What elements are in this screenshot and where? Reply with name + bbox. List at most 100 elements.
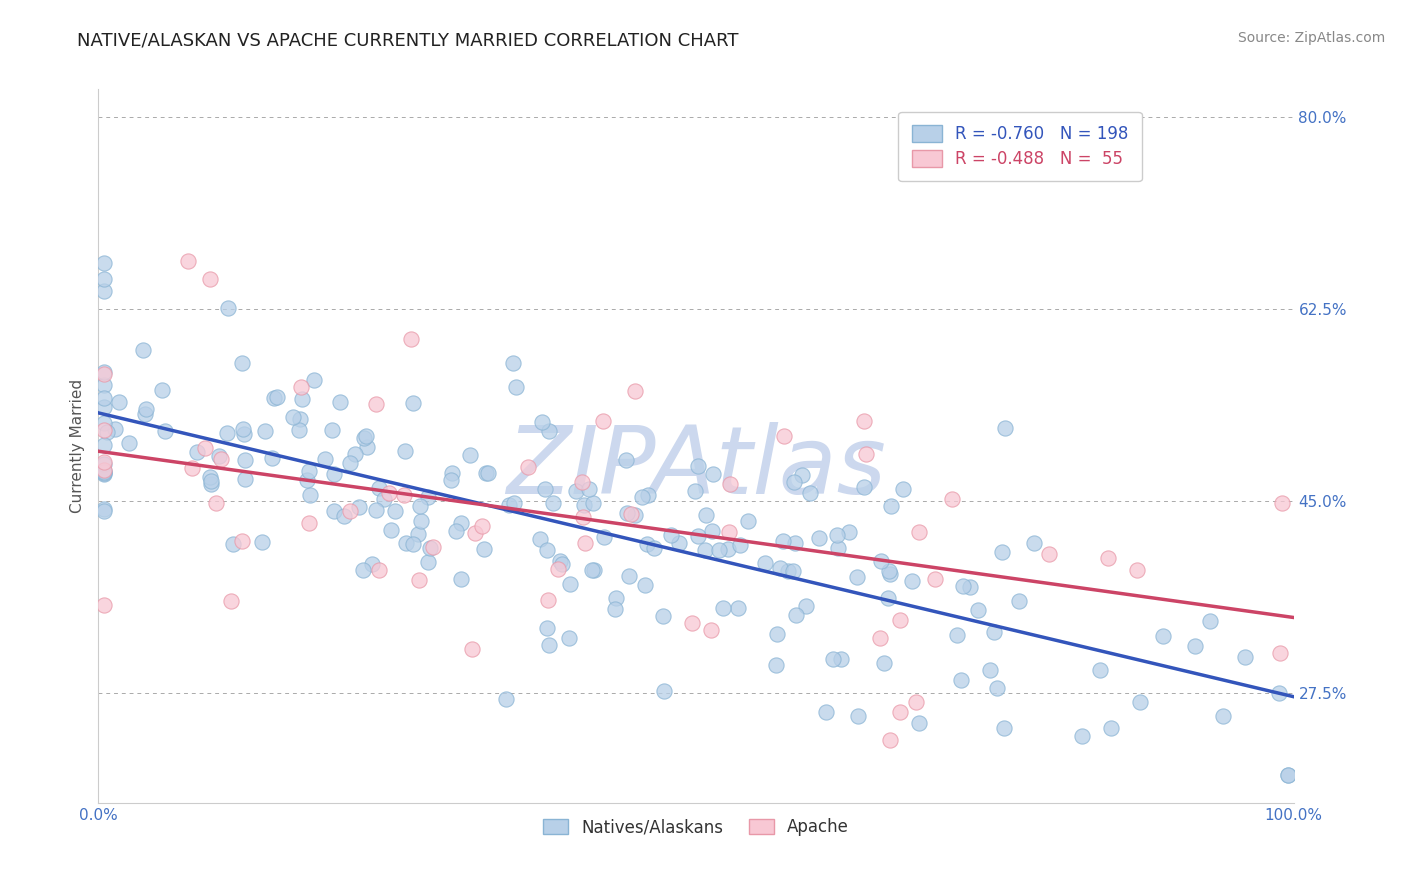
Point [354, 429, 377, 443]
Point [416, 491, 439, 505]
Point [352, 563, 374, 577]
Point [941, 492, 963, 507]
Point [250, 534, 273, 549]
Point [93, 503, 115, 517]
Point [994, 420, 1017, 434]
Point [339, 504, 361, 518]
Point [93, 256, 115, 270]
Point [93, 284, 115, 298]
Point [617, 569, 640, 583]
Point [1199, 615, 1222, 629]
Point [614, 453, 637, 467]
Point [132, 343, 155, 358]
Point [572, 499, 595, 513]
Point [582, 496, 605, 510]
Point [380, 523, 402, 537]
Point [536, 621, 558, 635]
Point [776, 564, 799, 578]
Point [392, 488, 415, 502]
Point [1129, 695, 1152, 709]
Point [177, 254, 200, 268]
Point [339, 456, 361, 470]
Point [93, 467, 115, 481]
Point [302, 373, 325, 387]
Point [946, 628, 969, 642]
Point [702, 467, 724, 482]
Point [889, 613, 911, 627]
Point [209, 452, 232, 467]
Point [709, 542, 731, 557]
Point [876, 591, 898, 605]
Point [233, 472, 256, 486]
Point [364, 502, 387, 516]
Point [686, 458, 709, 473]
Point [180, 460, 202, 475]
Point [231, 356, 253, 370]
Point [93, 438, 115, 452]
Point [529, 532, 551, 546]
Point [533, 483, 555, 497]
Point [495, 691, 517, 706]
Point [93, 416, 115, 430]
Point [1271, 496, 1294, 510]
Point [290, 411, 312, 425]
Point [361, 558, 384, 572]
Point [505, 380, 527, 394]
Point [409, 499, 432, 513]
Point [96, 425, 118, 439]
Point [260, 451, 283, 466]
Point [852, 480, 875, 494]
Point [440, 473, 463, 487]
Point [450, 516, 472, 531]
Point [93, 467, 115, 481]
Point [872, 656, 894, 670]
Point [659, 527, 682, 541]
Point [668, 536, 690, 550]
Point [373, 491, 395, 506]
Point [298, 465, 321, 479]
Point [605, 591, 627, 605]
Point [93, 377, 115, 392]
Point [233, 426, 256, 441]
Point [799, 486, 821, 500]
Point [785, 607, 807, 622]
Point [450, 572, 472, 586]
Point [200, 469, 222, 483]
Point [904, 695, 927, 709]
Point [93, 502, 115, 516]
Point [253, 424, 276, 438]
Point [323, 504, 346, 518]
Point [1267, 686, 1289, 700]
Point [150, 383, 173, 397]
Point [782, 565, 804, 579]
Point [384, 504, 406, 518]
Point [681, 616, 703, 631]
Point [205, 496, 228, 510]
Point [578, 482, 600, 496]
Point [266, 391, 288, 405]
Point [548, 554, 571, 568]
Point [652, 609, 675, 624]
Point [547, 562, 569, 576]
Point [1024, 536, 1046, 550]
Point [773, 429, 796, 443]
Point [993, 721, 1015, 735]
Point [685, 484, 707, 499]
Point [93, 391, 115, 405]
Point [153, 424, 176, 438]
Point [93, 599, 115, 613]
Point [134, 407, 156, 421]
Point [624, 508, 647, 523]
Point [754, 556, 776, 570]
Point [592, 530, 614, 544]
Point [711, 601, 734, 615]
Point [565, 484, 588, 499]
Point [419, 541, 441, 555]
Point [1277, 768, 1299, 782]
Point [1088, 663, 1111, 677]
Point [853, 414, 876, 428]
Point [966, 602, 988, 616]
Y-axis label: Currently Married: Currently Married [70, 379, 86, 513]
Point [1008, 593, 1031, 607]
Point [349, 500, 371, 514]
